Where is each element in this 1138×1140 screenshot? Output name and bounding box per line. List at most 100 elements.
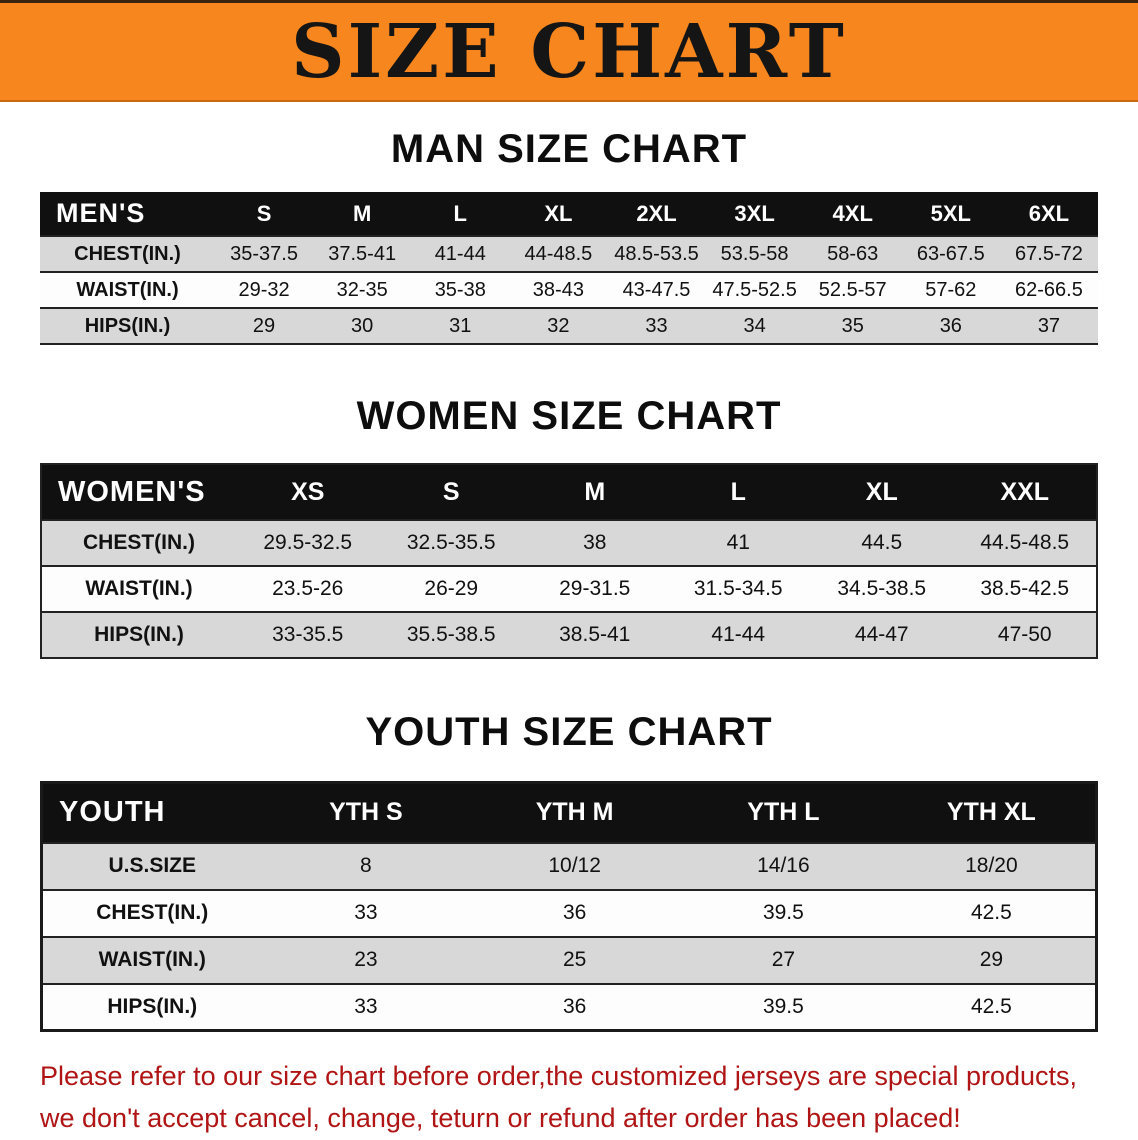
size-value-cell: 39.5: [762, 901, 804, 924]
table-corner-label: MEN'S: [40, 192, 215, 236]
size-value-cell: 33: [645, 314, 668, 337]
size-column-header: YTH L: [679, 782, 888, 843]
size-value-cell: 47.5-52.5: [712, 278, 797, 301]
size-column-header: 2XL: [607, 192, 706, 236]
table-row: WAIST(IN.) 29-32 32-35 35-38 38-43 43-47.5 47.…: [40, 272, 1098, 308]
table-corner-label: WOMEN'S: [41, 464, 236, 520]
size-value-cell: 18/20: [965, 854, 1018, 877]
size-value-cell: 38: [583, 531, 607, 554]
size-value-cell: 23.5-26: [272, 577, 344, 600]
size-value-cell: 57-62: [925, 278, 977, 301]
size-column-header: S: [215, 192, 314, 236]
size-value-cell: 30: [351, 314, 374, 337]
size-value-cell: 38.5-42.5: [980, 577, 1070, 600]
table-row: WAIST(IN.) 23.5-26 26-29 29-31.5 31.5-34.5 34…: [41, 566, 1097, 612]
table-row: CHEST(IN.) 35-37.5 37.5-41 41-44 44-48.5 48.5…: [40, 236, 1098, 272]
size-column-header: L: [411, 192, 510, 236]
size-value-cell: 31.5-34.5: [693, 577, 783, 600]
table-row: HIPS(IN.) 33 36 39.5 42.5: [41, 983, 1097, 1031]
size-chart-banner: SIZE CHART: [0, 0, 1138, 102]
size-value-cell: 32-35: [336, 278, 388, 301]
size-column-header: YTH M: [470, 782, 679, 843]
size-value-cell: 39.5: [762, 994, 804, 1018]
size-value-cell: 37: [1037, 314, 1061, 337]
table-header-row: MEN'S S M L XL 2XL 3XL 4XL 5XL 6XL: [40, 192, 1098, 236]
banner-title: SIZE CHART: [291, 8, 847, 95]
table-row: HIPS(IN.) 33-35.5 35.5-38.5 38.5-41 41-44 44-…: [41, 612, 1097, 658]
size-value-cell: 44-47: [854, 623, 909, 646]
size-value-cell: 8: [360, 854, 372, 877]
size-column-header: XL: [810, 464, 954, 520]
men-section-heading: MAN SIZE CHART: [390, 127, 748, 171]
size-value-cell: 48.5-53.5: [614, 242, 699, 265]
table-row: CHEST(IN.) 33 36 39.5 42.5: [41, 889, 1097, 937]
men-size-table: MEN'S S M L XL 2XL 3XL 4XL 5XL 6XL CHEST(IN.) 35-37…: [40, 192, 1098, 345]
size-value-cell: 35.5-38.5: [406, 623, 496, 646]
size-value-cell: 29.5-32.5: [263, 531, 353, 554]
size-value-cell: 29-32: [238, 278, 290, 301]
size-column-header: YTH XL: [887, 782, 1097, 843]
size-value-cell: 36: [939, 314, 962, 337]
size-column-header: 6XL: [999, 192, 1098, 236]
size-value-cell: 43-47.5: [622, 278, 691, 301]
table-header-row: YOUTH YTH S YTH M YTH L YTH XL: [41, 782, 1097, 843]
row-label: WAIST(IN.): [98, 948, 206, 971]
size-value-cell: 26-29: [424, 577, 479, 600]
size-value-cell: 42.5: [970, 994, 1012, 1018]
size-value-cell: 47-50: [997, 623, 1052, 646]
size-value-cell: 44.5-48.5: [980, 531, 1070, 554]
size-value-cell: 27: [771, 948, 796, 971]
size-column-header: S: [379, 464, 523, 520]
size-column-header: M: [313, 192, 412, 236]
size-value-cell: 63-67.5: [916, 242, 985, 265]
size-value-cell: 53.5-58: [720, 242, 789, 265]
size-value-cell: 34.5-38.5: [837, 577, 927, 600]
size-value-cell: 32: [547, 314, 570, 337]
size-column-header: XL: [509, 192, 608, 236]
table-row: CHEST(IN.) 29.5-32.5 32.5-35.5 38 41 44.5 44.5…: [41, 520, 1097, 566]
size-column-header: XXL: [953, 464, 1097, 520]
size-value-cell: 32.5-35.5: [406, 531, 496, 554]
size-value-cell: 31: [449, 314, 472, 337]
row-label: WAIST(IN.): [76, 278, 179, 301]
row-label: HIPS(IN.): [84, 314, 171, 337]
size-value-cell: 35-37.5: [230, 242, 298, 265]
size-column-header: YTH S: [261, 782, 471, 843]
table-header-row: WOMEN'S XS S M L XL XXL: [41, 464, 1097, 520]
women-section-heading: WOMEN SIZE CHART: [356, 394, 782, 438]
size-column-header: L: [666, 464, 810, 520]
size-value-cell: 41-44: [434, 242, 486, 265]
size-column-header: XS: [236, 464, 380, 520]
size-value-cell: 36: [562, 901, 587, 924]
row-label: CHEST(IN.): [74, 242, 181, 265]
size-value-cell: 35-38: [434, 278, 486, 301]
disclaimer-line-1: Please refer to our size chart before or…: [40, 1061, 1078, 1091]
table-row: HIPS(IN.) 29 30 31 32 33 34 35 36 37: [40, 308, 1098, 344]
row-label: U.S.SIZE: [108, 854, 197, 877]
women-size-table: WOMEN'S XS S M L XL XXL CHEST(IN.) 29.5-32.5 32.5…: [40, 463, 1098, 659]
size-value-cell: 37.5-41: [328, 242, 397, 265]
row-label: HIPS(IN.): [94, 623, 184, 646]
size-value-cell: 29: [252, 314, 276, 337]
size-value-cell: 62-66.5: [1015, 278, 1083, 301]
table-row: WAIST(IN.) 23 25 27 29: [41, 936, 1097, 984]
size-column-header: M: [523, 464, 667, 520]
size-value-cell: 10/12: [548, 854, 601, 877]
size-value-cell: 33: [354, 994, 378, 1018]
size-value-cell: 23: [354, 948, 378, 971]
size-value-cell: 38.5-41: [559, 623, 631, 646]
size-value-cell: 33-35.5: [272, 623, 344, 646]
size-column-header: 4XL: [803, 192, 902, 236]
size-value-cell: 44.5: [861, 531, 903, 554]
row-label: HIPS(IN.): [107, 994, 198, 1018]
size-value-cell: 34: [743, 314, 766, 337]
size-value-cell: 41: [726, 531, 750, 554]
size-value-cell: 35: [841, 314, 864, 337]
size-value-cell: 44-48.5: [524, 242, 593, 265]
youth-section-heading: YOUTH SIZE CHART: [365, 710, 773, 754]
size-value-cell: 41-44: [711, 623, 766, 646]
size-value-cell: 29: [979, 948, 1004, 971]
table-row: U.S.SIZE 8 10/12 14/16 18/20: [41, 842, 1097, 890]
disclaimer-line-2: we don't accept cancel, change, teturn o…: [40, 1102, 961, 1133]
size-column-header: 5XL: [901, 192, 1000, 236]
